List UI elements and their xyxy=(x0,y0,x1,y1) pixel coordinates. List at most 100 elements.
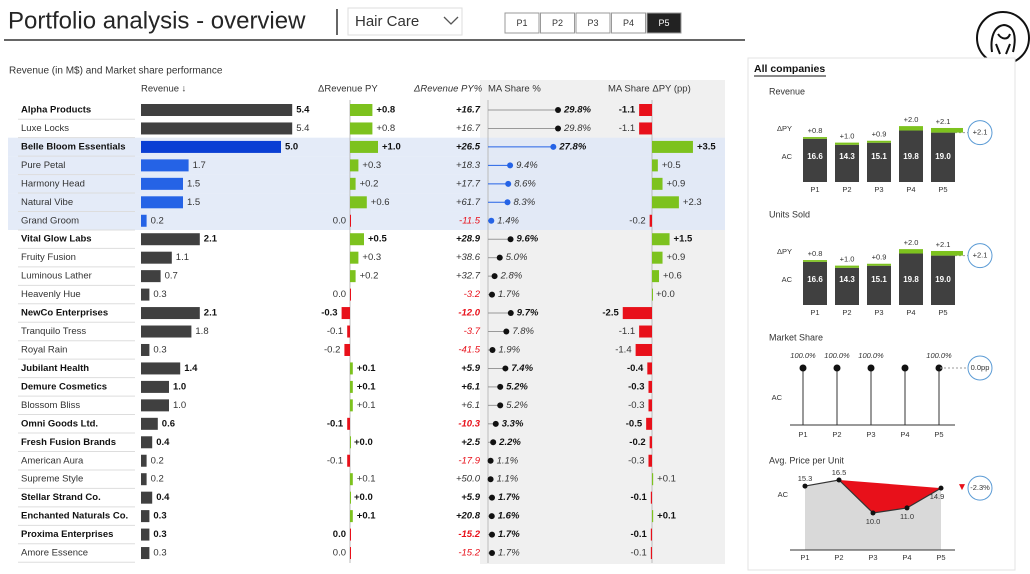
delta-revenue-label: 0.0 xyxy=(333,215,346,226)
share-dot xyxy=(507,310,514,317)
delta-cap xyxy=(867,263,891,266)
row-label: AC xyxy=(772,393,783,402)
period-button[interactable] xyxy=(575,12,611,34)
revenue-label: 1.4 xyxy=(184,363,198,374)
period-label[interactable]: P1 xyxy=(516,18,527,28)
delta-revenue-label: +1.0 xyxy=(382,141,401,152)
delta-revenue-pct: +17.7 xyxy=(456,178,481,189)
delta-share-label: -0.1 xyxy=(630,492,647,503)
row-highlight xyxy=(8,211,725,230)
category-label: P1 xyxy=(798,430,807,439)
delta-share-bar xyxy=(646,417,652,430)
delta-cap xyxy=(899,126,923,131)
total-bar xyxy=(955,250,963,256)
revenue-bar xyxy=(141,343,150,356)
share-dot xyxy=(507,236,514,243)
delta-revenue-label: -0.2 xyxy=(324,344,340,355)
delta-share-label: +0.1 xyxy=(657,511,676,522)
panel-title: All companies xyxy=(754,63,825,75)
delta-share-bar xyxy=(648,399,652,412)
delta-revenue-bar xyxy=(347,417,350,430)
row-name: Blossom Bliss xyxy=(21,400,80,411)
revenue-label: 1.5 xyxy=(187,197,200,208)
delta-share-label: -1.1 xyxy=(619,105,636,116)
row-name: Tranquilo Tress xyxy=(21,326,86,337)
delta-revenue-bar xyxy=(350,510,353,523)
chart-title: Market Share xyxy=(769,332,823,342)
revenue-label: 0.4 xyxy=(156,492,170,503)
period-button[interactable] xyxy=(646,12,682,34)
page-title: Portfolio analysis - overview xyxy=(8,7,306,34)
delta-revenue-bar xyxy=(350,159,359,172)
delta-share-bar xyxy=(649,436,652,449)
period-button[interactable] xyxy=(540,12,575,34)
row-name: Stellar Strand Co. xyxy=(21,492,101,503)
delta-revenue-label: +0.1 xyxy=(357,474,376,485)
delta-share-bar xyxy=(652,140,693,153)
revenue-label: 0.4 xyxy=(156,437,170,448)
delta-revenue-bar xyxy=(350,177,356,190)
period-label[interactable]: P4 xyxy=(623,18,634,28)
delta-revenue-label: -0.1 xyxy=(327,326,343,337)
delta-cap xyxy=(835,265,859,268)
delta-revenue-label: 0.0 xyxy=(333,548,346,559)
delta-label: +2.1 xyxy=(936,117,951,126)
delta-cap xyxy=(867,140,891,143)
ac-bar xyxy=(803,261,827,305)
period-label[interactable]: P2 xyxy=(552,18,563,28)
delta-label: +1.0 xyxy=(840,255,855,264)
period-label[interactable]: P5 xyxy=(658,18,669,28)
revenue-label: 1.0 xyxy=(173,400,186,411)
ac-bar xyxy=(835,144,859,182)
revenue-bar xyxy=(141,288,150,301)
delta-revenue-bar xyxy=(350,288,351,301)
revenue-bar xyxy=(141,417,158,430)
delta-share-bar xyxy=(652,196,679,209)
share-label: 9.6% xyxy=(517,234,539,245)
revenue-bar xyxy=(141,436,153,449)
value-label: 100.0% xyxy=(824,351,850,360)
category-label: P4 xyxy=(902,553,911,562)
delta-share-label: +0.6 xyxy=(663,271,682,282)
category-label: P2 xyxy=(842,185,851,194)
delta-revenue-label: -0.1 xyxy=(327,418,344,429)
category-label: P3 xyxy=(868,553,877,562)
period-button[interactable] xyxy=(611,12,646,34)
delta-cap xyxy=(931,127,955,133)
delta-revenue-pct: +50.0 xyxy=(456,474,481,485)
row-name: Fruity Fusion xyxy=(21,252,76,263)
delta-share-bar xyxy=(639,325,652,338)
share-label: 7.8% xyxy=(512,326,534,337)
delta-share-label: +0.0 xyxy=(656,289,675,300)
period-label[interactable]: P3 xyxy=(587,18,598,28)
delta-revenue-pct: -10.3 xyxy=(458,418,480,429)
category-label: P5 xyxy=(938,185,947,194)
revenue-label: 0.6 xyxy=(162,418,175,429)
delta-revenue-bar xyxy=(350,214,351,227)
value-label: 19.8 xyxy=(903,275,919,284)
value-label: 15.3 xyxy=(798,474,813,483)
share-dot xyxy=(487,476,494,483)
delta-share-label: -2.5 xyxy=(602,308,619,319)
delta-revenue-pct: +32.7 xyxy=(456,271,481,282)
period-button[interactable] xyxy=(504,12,540,34)
share-label: 8.3% xyxy=(514,197,536,208)
category-label: P4 xyxy=(900,430,909,439)
delta-share-label: -1.1 xyxy=(619,123,635,134)
revenue-bar xyxy=(141,177,183,190)
category-label: P3 xyxy=(874,185,883,194)
category-label: P3 xyxy=(874,308,883,317)
share-label: 5.2% xyxy=(506,400,528,411)
share-label: 1.7% xyxy=(498,529,520,540)
delta-revenue-pct: +6.1 xyxy=(461,400,480,411)
category-label: P1 xyxy=(810,185,819,194)
revenue-bar xyxy=(141,233,200,246)
share-dot xyxy=(488,531,495,538)
ac-bar xyxy=(867,265,891,305)
value-label: 14.3 xyxy=(839,275,855,284)
revenue-label: 0.3 xyxy=(153,529,166,540)
dropdown-value[interactable]: Hair Care xyxy=(355,13,419,30)
dropdown[interactable] xyxy=(347,7,463,36)
delta-revenue-bar xyxy=(350,251,359,264)
